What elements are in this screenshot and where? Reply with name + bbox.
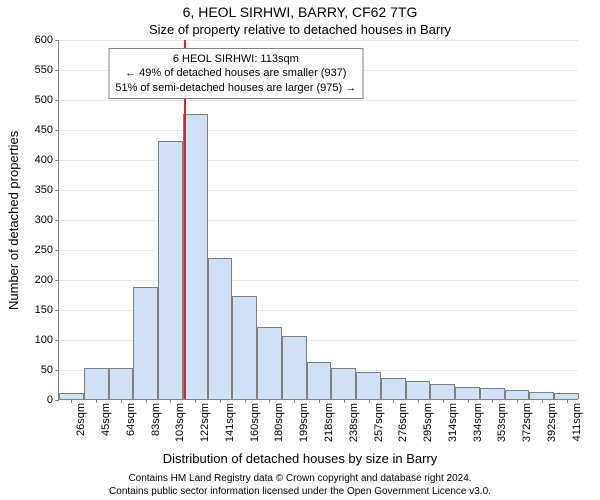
bar xyxy=(381,378,406,399)
x-tick-mark xyxy=(170,399,171,403)
y-tick-label: 100 xyxy=(35,334,59,346)
bar xyxy=(133,287,158,399)
bar xyxy=(282,336,307,399)
annotation-line-1: 6 HEOL SIRHWI: 113sqm xyxy=(115,52,356,66)
bar xyxy=(356,372,381,399)
y-tick-label: 350 xyxy=(35,184,59,196)
bar xyxy=(84,368,109,399)
x-tick-label: 122sqm xyxy=(199,403,211,442)
annotation-box: 6 HEOL SIRHWI: 113sqm ← 49% of detached … xyxy=(108,48,363,99)
bar xyxy=(183,114,208,399)
x-tick-mark xyxy=(517,399,518,403)
y-tick-label: 500 xyxy=(35,94,59,106)
bar xyxy=(158,141,183,399)
bar xyxy=(529,392,554,399)
y-tick-label: 450 xyxy=(35,124,59,136)
annotation-line-3: 51% of semi-detached houses are larger (… xyxy=(115,81,356,95)
y-tick-label: 400 xyxy=(35,154,59,166)
x-tick-label: 353sqm xyxy=(496,403,508,442)
bar xyxy=(208,258,233,399)
x-tick-label: 26sqm xyxy=(75,403,87,436)
x-tick-mark xyxy=(567,399,568,403)
x-tick-label: 238sqm xyxy=(348,403,360,442)
bar xyxy=(505,390,530,399)
chart-title-2: Size of property relative to detached ho… xyxy=(0,22,600,37)
x-tick-label: 218sqm xyxy=(323,403,335,442)
x-tick-mark xyxy=(121,399,122,403)
x-tick-label: 45sqm xyxy=(100,403,112,436)
x-tick-mark xyxy=(393,399,394,403)
x-tick-mark xyxy=(71,399,72,403)
y-axis-label: Number of detached properties xyxy=(6,130,21,309)
x-tick-mark xyxy=(96,399,97,403)
x-tick-mark xyxy=(146,399,147,403)
x-tick-mark xyxy=(542,399,543,403)
footer-line-2: Contains public sector information licen… xyxy=(0,486,600,499)
bar xyxy=(455,387,480,399)
figure: 6, HEOL SIRHWI, BARRY, CF62 7TG Size of … xyxy=(0,0,600,500)
y-tick-label: 550 xyxy=(35,64,59,76)
bar xyxy=(307,362,332,399)
plot-area: 6 HEOL SIRHWI: 113sqm ← 49% of detached … xyxy=(58,40,578,400)
x-tick-label: 392sqm xyxy=(546,403,558,442)
x-tick-label: 372sqm xyxy=(521,403,533,442)
bar xyxy=(480,388,505,399)
x-tick-mark xyxy=(492,399,493,403)
x-tick-label: 257sqm xyxy=(373,403,385,442)
x-tick-label: 160sqm xyxy=(249,403,261,442)
chart-title-1: 6, HEOL SIRHWI, BARRY, CF62 7TG xyxy=(0,4,600,20)
x-tick-label: 295sqm xyxy=(422,403,434,442)
y-tick-label: 200 xyxy=(35,274,59,286)
x-tick-label: 180sqm xyxy=(273,403,285,442)
x-tick-label: 334sqm xyxy=(472,403,484,442)
x-tick-mark xyxy=(220,399,221,403)
bar xyxy=(232,296,257,399)
footer-line-1: Contains HM Land Registry data © Crown c… xyxy=(0,473,600,486)
x-tick-mark xyxy=(195,399,196,403)
bar xyxy=(430,384,455,399)
annotation-line-2: ← 49% of detached houses are smaller (93… xyxy=(115,66,356,80)
x-tick-label: 141sqm xyxy=(224,403,236,442)
x-tick-label: 199sqm xyxy=(298,403,310,442)
y-tick-label: 600 xyxy=(35,34,59,46)
x-tick-mark xyxy=(369,399,370,403)
y-tick-label: 50 xyxy=(41,364,59,376)
footer-attribution: Contains HM Land Registry data © Crown c… xyxy=(0,473,600,498)
x-tick-label: 64sqm xyxy=(125,403,137,436)
x-tick-mark xyxy=(294,399,295,403)
y-tick-label: 250 xyxy=(35,244,59,256)
y-tick-label: 0 xyxy=(47,394,59,406)
bar xyxy=(331,368,356,399)
x-tick-mark xyxy=(269,399,270,403)
x-tick-mark xyxy=(443,399,444,403)
x-tick-label: 314sqm xyxy=(447,403,459,442)
x-tick-label: 103sqm xyxy=(174,403,186,442)
x-tick-mark xyxy=(319,399,320,403)
x-tick-label: 276sqm xyxy=(397,403,409,442)
x-tick-label: 411sqm xyxy=(571,403,583,441)
bar xyxy=(406,381,431,399)
x-tick-mark xyxy=(344,399,345,403)
x-tick-mark xyxy=(418,399,419,403)
x-tick-mark xyxy=(245,399,246,403)
y-tick-label: 150 xyxy=(35,304,59,316)
x-tick-label: 83sqm xyxy=(150,403,162,436)
x-axis-label: Distribution of detached houses by size … xyxy=(0,451,600,466)
bar xyxy=(109,368,134,399)
x-tick-mark xyxy=(468,399,469,403)
bar xyxy=(257,327,282,399)
y-tick-label: 300 xyxy=(35,214,59,226)
